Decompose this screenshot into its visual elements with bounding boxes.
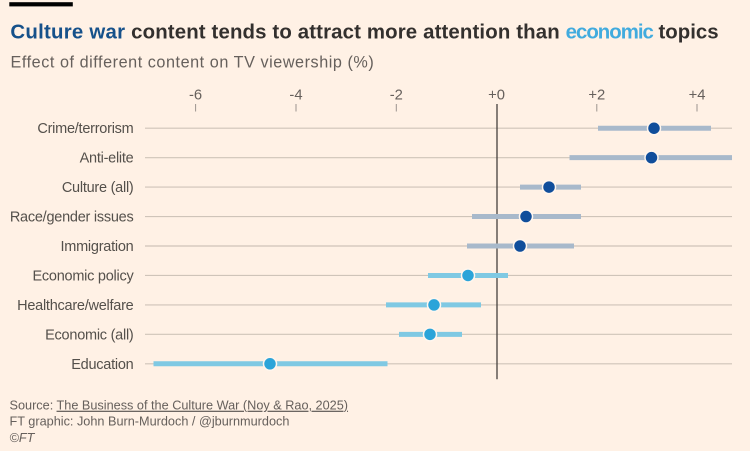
svg-text:Culture (all): Culture (all) (62, 180, 134, 196)
svg-text:Economic policy: Economic policy (32, 268, 134, 284)
svg-text:Immigration: Immigration (61, 239, 134, 255)
svg-text:©FT: ©FT (10, 431, 36, 445)
svg-text:-2: -2 (390, 87, 403, 103)
svg-text:+0: +0 (488, 87, 505, 103)
svg-text:Source: The Business of the Cu: Source: The Business of the Culture War … (10, 399, 349, 413)
svg-text:Culture war content tends to a: Culture war content tends to attract mor… (10, 22, 718, 44)
svg-text:Anti-elite: Anti-elite (80, 151, 134, 167)
svg-text:+4: +4 (689, 87, 706, 103)
svg-text:+2: +2 (588, 87, 605, 103)
svg-text:Race/gender issues: Race/gender issues (10, 210, 134, 226)
svg-text:Healthcare/welfare: Healthcare/welfare (17, 298, 134, 314)
svg-text:Crime/terrorism: Crime/terrorism (37, 121, 133, 137)
svg-text:Economic (all): Economic (all) (45, 327, 133, 343)
svg-text:FT graphic: John Burn-Murdoch: FT graphic: John Burn-Murdoch / @jburnmu… (10, 415, 290, 429)
svg-text:-4: -4 (289, 87, 302, 103)
svg-text:Effect of different content on: Effect of different content on TV viewer… (11, 54, 375, 72)
svg-text:Education: Education (71, 357, 133, 373)
svg-text:-6: -6 (189, 87, 202, 103)
